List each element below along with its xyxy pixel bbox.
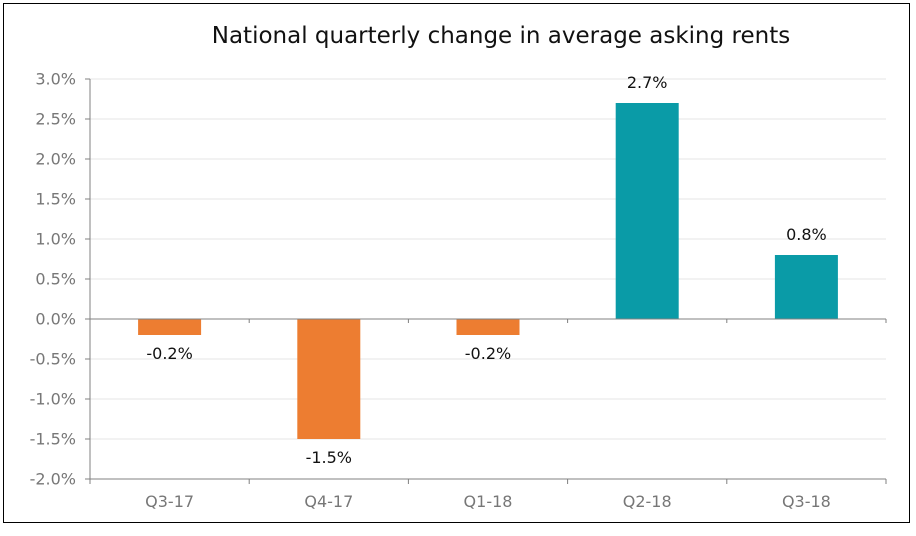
bar-chart: National quarterly change in average ask… xyxy=(30,23,887,511)
x-tick-label: Q2-18 xyxy=(623,492,672,511)
gridlines xyxy=(90,78,886,480)
y-tick-label: 0.5% xyxy=(35,270,76,289)
y-tick-label: 1.0% xyxy=(35,230,76,249)
data-label: -0.2% xyxy=(146,344,192,363)
chart-title: National quarterly change in average ask… xyxy=(212,23,790,49)
y-tick-label: 3.0% xyxy=(35,70,76,89)
bar-q1-18 xyxy=(456,319,520,335)
data-label: 2.7% xyxy=(627,73,668,92)
y-tick-label: 0.0% xyxy=(35,310,76,329)
y-tick-label: 2.0% xyxy=(35,150,76,169)
y-tick-label: -1.5% xyxy=(30,430,76,449)
bar-q4-17 xyxy=(297,319,361,439)
y-tick-label: -2.0% xyxy=(30,470,76,489)
y-tick-label: 1.5% xyxy=(35,190,76,209)
y-tick-label: -0.5% xyxy=(30,350,76,369)
x-tick-label: Q3-18 xyxy=(782,492,831,511)
chart-frame: National quarterly change in average ask… xyxy=(3,3,910,523)
labels: 3.0% 2.5% 2.0% 1.5% 1.0% 0.5% 0.0% -0.5% -1.0% -1… xyxy=(30,70,886,511)
bar-q2-18 xyxy=(615,103,679,319)
y-tick-label: -1.0% xyxy=(30,390,76,409)
bar-q3-17 xyxy=(138,319,202,335)
bars xyxy=(138,103,838,439)
axes xyxy=(85,78,887,484)
x-tick-label: Q1-18 xyxy=(464,492,513,511)
y-tick-label: 2.5% xyxy=(35,110,76,129)
x-tick-label: Q3-17 xyxy=(145,492,194,511)
data-label: -0.2% xyxy=(465,344,511,363)
bar-q3-18 xyxy=(774,255,838,319)
data-label: -1.5% xyxy=(306,448,352,467)
data-label: 0.8% xyxy=(786,225,827,244)
x-tick-label: Q4-17 xyxy=(304,492,353,511)
